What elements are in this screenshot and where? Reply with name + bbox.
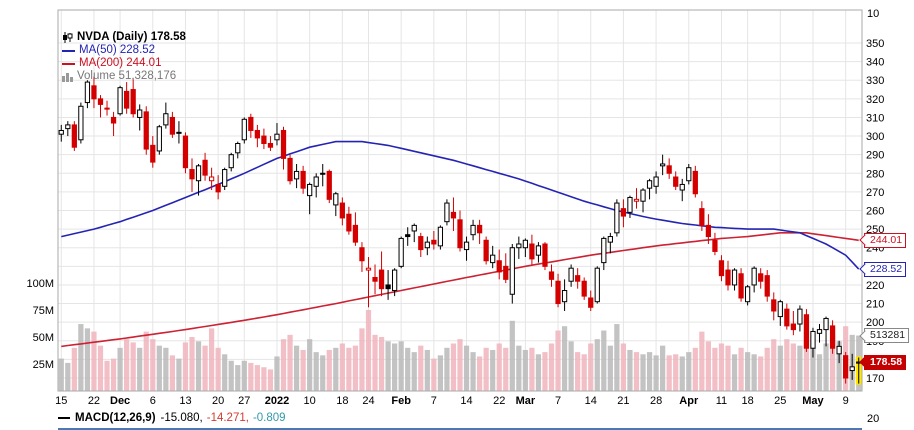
svg-text:22: 22 bbox=[493, 395, 505, 407]
legend-volume-row: Volume 51,328,176 bbox=[62, 70, 186, 83]
svg-text:18: 18 bbox=[741, 395, 753, 407]
moving-average-lines-layer bbox=[61, 140, 860, 348]
svg-text:21: 21 bbox=[617, 395, 629, 407]
chart-legend: NVDA (Daily) 178.58 MA(50) 228.52 MA(200… bbox=[62, 31, 186, 83]
svg-text:11: 11 bbox=[716, 395, 727, 407]
svg-text:290: 290 bbox=[866, 150, 884, 162]
svg-text:340: 340 bbox=[866, 57, 884, 69]
volume-label: Volume 51,328,176 bbox=[77, 70, 177, 82]
svg-text:2022: 2022 bbox=[265, 395, 289, 407]
svg-text:14: 14 bbox=[585, 395, 597, 407]
svg-text:350: 350 bbox=[866, 38, 884, 50]
candlesticks-layer bbox=[58, 76, 862, 385]
macd-legend-row: MACD(12,26,9) -15.080, -14.271, -0.809 bbox=[58, 412, 286, 424]
bottom-axis-cutoff-label: 20 bbox=[867, 413, 880, 425]
svg-text:13: 13 bbox=[179, 395, 191, 407]
macd-line-icon bbox=[58, 417, 70, 419]
legend-symbol-row: NVDA (Daily) 178.58 bbox=[62, 31, 186, 44]
svg-text:28: 28 bbox=[650, 395, 662, 407]
legend-ma200-row: MA(200) 244.01 bbox=[62, 57, 186, 70]
last-price-callout: 178.58 bbox=[864, 354, 907, 370]
svg-text:10: 10 bbox=[304, 395, 316, 407]
ma50-price-callout: 228.52 bbox=[864, 261, 907, 277]
svg-text:280: 280 bbox=[866, 168, 884, 180]
macd-label: MACD(12,26,9) bbox=[75, 412, 156, 424]
svg-text:May: May bbox=[802, 395, 824, 407]
svg-text:Apr: Apr bbox=[679, 395, 699, 407]
svg-text:9: 9 bbox=[843, 395, 849, 407]
svg-text:Mar: Mar bbox=[516, 395, 536, 407]
svg-text:20: 20 bbox=[212, 395, 224, 407]
symbol-title: NVDA (Daily) 178.58 bbox=[77, 31, 186, 43]
svg-text:330: 330 bbox=[866, 75, 884, 87]
svg-text:7: 7 bbox=[431, 395, 437, 407]
svg-text:210: 210 bbox=[866, 299, 884, 311]
svg-text:25M: 25M bbox=[33, 359, 54, 371]
svg-text:18: 18 bbox=[336, 395, 348, 407]
ma200-price-callout: 244.01 bbox=[864, 232, 907, 248]
svg-text:320: 320 bbox=[866, 94, 884, 106]
ma50-line-icon bbox=[62, 49, 75, 52]
svg-text:300: 300 bbox=[866, 131, 884, 143]
volume-bars-icon bbox=[62, 72, 73, 82]
svg-text:220: 220 bbox=[866, 280, 884, 292]
macd-panel-top-line bbox=[58, 428, 862, 430]
top-axis-cutoff-label: 10 bbox=[867, 8, 880, 20]
svg-text:7: 7 bbox=[555, 395, 561, 407]
legend-ma50-row: MA(50) 228.52 bbox=[62, 44, 186, 57]
svg-text:260: 260 bbox=[866, 206, 884, 218]
volume-bars-layer bbox=[58, 310, 862, 391]
candlestick-icon bbox=[62, 32, 73, 43]
svg-text:6: 6 bbox=[150, 395, 156, 407]
svg-text:310: 310 bbox=[866, 112, 884, 124]
svg-text:Feb: Feb bbox=[391, 395, 411, 407]
volume-value-callout: 513281 bbox=[864, 328, 910, 344]
svg-text:Dec: Dec bbox=[110, 395, 130, 407]
svg-text:15: 15 bbox=[55, 395, 67, 407]
svg-text:270: 270 bbox=[866, 187, 884, 199]
svg-text:27: 27 bbox=[238, 395, 250, 407]
svg-text:50M: 50M bbox=[33, 332, 54, 344]
svg-text:22: 22 bbox=[88, 395, 100, 407]
macd-histogram-value: -0.809 bbox=[252, 412, 286, 424]
svg-text:200: 200 bbox=[866, 317, 884, 329]
ma50-label: MA(50) 228.52 bbox=[79, 44, 156, 56]
svg-text:25: 25 bbox=[774, 395, 786, 407]
svg-text:14: 14 bbox=[460, 395, 472, 407]
macd-value: -15.080, bbox=[160, 412, 203, 424]
ma200-label: MA(200) 244.01 bbox=[79, 57, 162, 69]
macd-signal-value: -14.271, bbox=[206, 412, 249, 424]
svg-text:24: 24 bbox=[362, 395, 374, 407]
svg-text:75M: 75M bbox=[33, 305, 54, 317]
svg-text:100M: 100M bbox=[26, 278, 54, 290]
ma200-line-icon bbox=[62, 62, 75, 65]
svg-text:170: 170 bbox=[866, 373, 884, 385]
